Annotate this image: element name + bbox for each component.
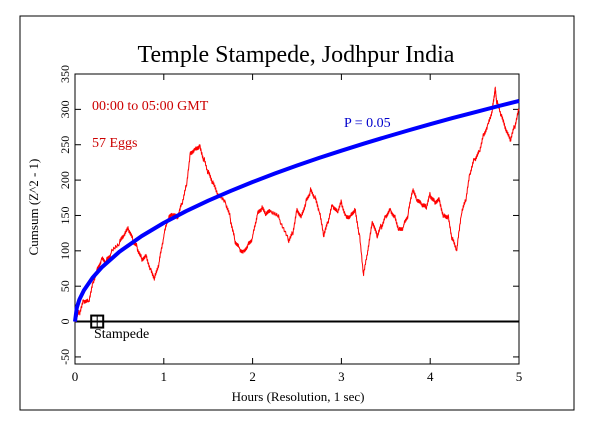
stampede-label: Stampede [94,327,149,342]
x-tick-label: 5 [516,369,523,384]
x-axis-ticks: 0 1 2 3 4 5 [72,74,523,384]
y-tick-label: 50 [58,280,72,292]
y-tick-label: 250 [58,136,72,154]
y-tick-label: -50 [58,349,72,365]
y-axis-label: Cumsum (Z^2 - 1) [26,159,41,256]
plot-frame [74,73,520,365]
probability-label: P = 0.05 [344,116,391,131]
y-tick-label: 200 [58,171,72,189]
x-tick-label: 2 [249,369,256,384]
y-tick-label: 350 [58,65,72,83]
x-tick-label: 0 [72,369,79,384]
x-tick-label: 4 [427,369,434,384]
figure-border [19,15,575,411]
eggs-annotation: 57 Eggs [92,136,138,151]
x-tick-label: 1 [161,369,168,384]
cumsum-line [74,86,520,323]
y-tick-label: 0 [58,319,72,325]
y-tick-label: 300 [58,100,72,118]
y-tick-label: 100 [58,242,72,260]
y-axis-ticks: -50 0 50 100 150 200 250 300 350 [58,65,519,365]
x-axis-label: Hours (Resolution, 1 sec) [232,389,365,404]
series-layer [73,86,520,323]
time-range-annotation: 00:00 to 05:00 GMT [92,99,209,114]
x-tick-label: 3 [338,369,345,384]
probability-envelope-line [73,98,520,322]
chart-title: Temple Stampede, Jodhpur India [138,42,455,68]
y-tick-label: 150 [58,206,72,224]
